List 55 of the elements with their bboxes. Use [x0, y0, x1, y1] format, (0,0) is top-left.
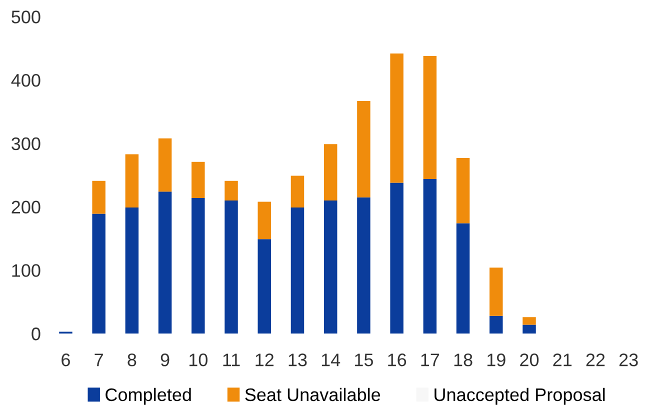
y-tick-label: 100: [12, 264, 40, 277]
x-tick-label: 22: [586, 354, 605, 366]
bar: [324, 144, 338, 200]
y-tick-label: 200: [12, 200, 40, 214]
bar: [258, 239, 271, 334]
bar: [92, 214, 106, 334]
x-tick-label: 17: [421, 354, 440, 366]
x-tick-label: 11: [223, 354, 240, 366]
bar: [324, 200, 338, 334]
bar: [423, 56, 437, 179]
bar: [158, 192, 172, 334]
legend-label: Seat Unavailable: [245, 388, 380, 402]
x-tick-label: 7: [94, 354, 103, 366]
bar: [522, 317, 536, 325]
bar: [92, 180, 106, 214]
bar: [125, 154, 139, 208]
bar: [456, 223, 470, 334]
x-tick-label: 15: [355, 354, 373, 366]
bar: [522, 324, 536, 334]
bar: [490, 268, 503, 316]
bar: [456, 158, 470, 224]
x-tick-label: 6: [62, 354, 70, 366]
legend-label: Unaccepted Proposal: [434, 388, 605, 405]
x-tick-label: 18: [454, 354, 472, 366]
bar: [125, 207, 139, 334]
y-tick-label: 0: [32, 328, 40, 340]
x-tick-label: 21: [553, 354, 572, 366]
y-tick-label: 300: [12, 137, 40, 150]
bar: [357, 100, 370, 198]
bar: [158, 138, 172, 192]
bar: [192, 198, 205, 334]
x-tick-label: 19: [487, 354, 506, 366]
bar: [290, 176, 304, 208]
x-tick-label: 16: [388, 354, 406, 366]
bar: [357, 197, 370, 334]
bar: [490, 316, 503, 334]
x-tick-label: 13: [288, 354, 307, 366]
bar: [390, 53, 404, 183]
x-tick-label: 23: [619, 354, 638, 366]
bar: [258, 202, 271, 240]
y-tick-label: 500: [12, 10, 40, 24]
bar: [423, 178, 437, 334]
x-tick-label: 20: [520, 354, 539, 366]
bar: [192, 162, 205, 198]
x-tick-label: 14: [322, 354, 340, 366]
bar: [224, 180, 238, 200]
bar: [224, 200, 238, 334]
x-tick-label: 12: [256, 354, 274, 366]
y-tick-label: 400: [11, 74, 40, 87]
x-tick-label: 9: [160, 354, 170, 366]
x-tick-label: 8: [128, 354, 136, 366]
bar: [290, 207, 304, 334]
x-tick-label: 10: [189, 354, 208, 366]
legend-label: Completed: [106, 388, 191, 405]
bar: [390, 182, 404, 334]
